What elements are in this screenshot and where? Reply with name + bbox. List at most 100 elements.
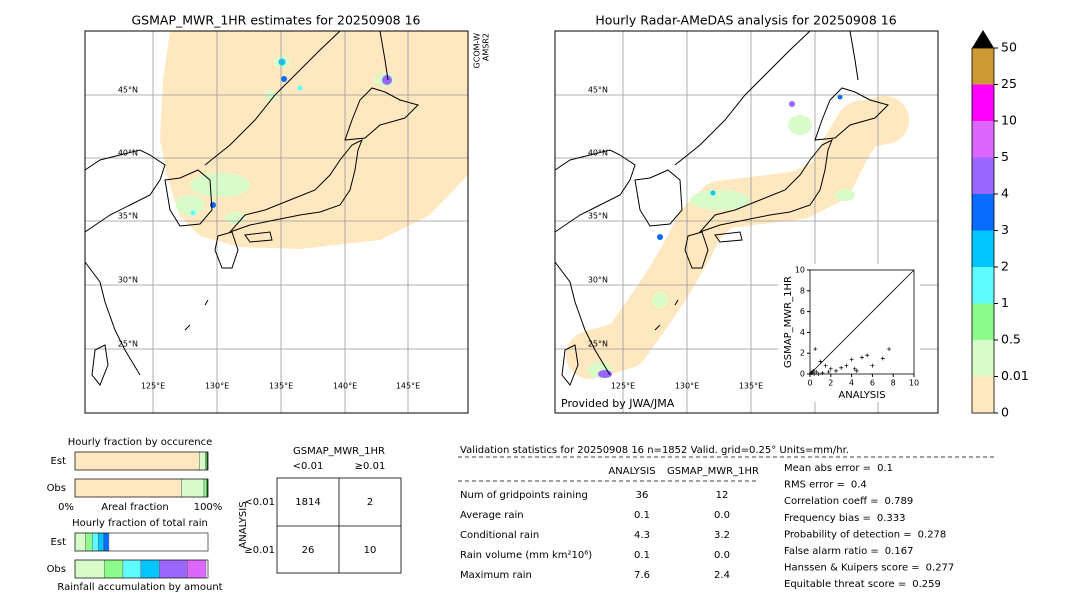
lat-label: 45°N [118, 86, 138, 95]
stat-value: 3.2 [714, 530, 730, 541]
map-frame [84, 30, 469, 414]
lon-label: 135°E [269, 382, 293, 391]
stat-value: 7.6 [634, 570, 650, 581]
lat-label: 25°N [118, 340, 138, 349]
score: Hanssen & Kuipers score = 0.277 [784, 563, 954, 574]
stat-value: 4.3 [634, 530, 650, 541]
score-label: Mean abs error = [784, 463, 871, 474]
row-header: ≥0.01 [244, 545, 275, 556]
scatter-point [826, 369, 831, 374]
scatter-point [818, 359, 823, 364]
fraction-segment [122, 559, 142, 579]
fraction-frame [74, 478, 209, 498]
col-header: <0.01 [293, 461, 324, 472]
colorbar-segment [972, 157, 994, 194]
colorbar-segment [972, 84, 994, 121]
scatter-point [810, 370, 815, 375]
col-header: ANALYSIS [608, 466, 655, 477]
score-label: Frequency bias = [784, 513, 871, 524]
x-tick-label: 6 [870, 379, 875, 388]
stat-value: 0.1 [634, 510, 650, 521]
fraction-segment [187, 559, 207, 579]
y-tick-label: 0 [800, 370, 805, 379]
fraction-frame [74, 532, 209, 552]
score-value: 0.333 [877, 513, 906, 524]
lon-label: 125°E [141, 382, 165, 391]
stat-label: Num of gridpoints raining [460, 490, 588, 501]
colorbar-label: 1 [1001, 295, 1009, 310]
fraction-segment [181, 478, 205, 498]
score-label: RMS error = [784, 480, 845, 491]
score-label: Equitable threat score = [784, 579, 906, 590]
score-value: 0.4 [851, 480, 867, 491]
scatter-point [860, 355, 864, 360]
lon-label: 135°E [739, 382, 763, 391]
score: Correlation coeff = 0.789 [784, 496, 913, 507]
colorbar-segment [972, 230, 994, 267]
colorbar-label: 0.01 [1001, 368, 1029, 383]
x-tick-label: 8 [891, 379, 896, 388]
colorbar-segment [972, 376, 994, 413]
fraction-frame [74, 559, 209, 579]
score-label: False alarm ratio = [784, 546, 879, 557]
stat-value: 12 [716, 490, 729, 501]
credit: Provided by JWA/JMA [561, 397, 675, 410]
colorbar-segment [972, 194, 994, 231]
map-title: Hourly Radar-AMeDAS analysis for 2025090… [595, 13, 896, 28]
y-axis-label: GSMAP_MWR_1HR [783, 276, 794, 368]
diagonal [809, 269, 915, 375]
score-label: Correlation coeff = [784, 496, 879, 507]
stat-label: Rain volume (mm km²10⁶) [460, 550, 592, 561]
score: RMS error = 0.4 [784, 480, 867, 491]
score: False alarm ratio = 0.167 [784, 546, 913, 557]
lat-label: 35°N [588, 212, 608, 221]
colorbar-label: 2 [1001, 259, 1009, 274]
row-label: Est [51, 456, 67, 467]
score-value: 0.259 [912, 579, 941, 590]
stat-label: Maximum rain [460, 570, 532, 581]
scatter-point [852, 366, 857, 371]
stat-value: 0.0 [714, 550, 730, 561]
score-label: Probability of detection = [784, 529, 912, 540]
scatter-point [814, 369, 819, 374]
stat-value: 0.0 [714, 510, 730, 521]
stat-label: Conditional rain [460, 530, 539, 541]
score-value: 0.277 [926, 563, 955, 574]
right-map [554, 30, 939, 414]
fraction-segment [85, 532, 93, 552]
y-tick-label: 6 [800, 307, 805, 316]
inset-bg [778, 264, 920, 402]
score-label: Hanssen & Kuipers score = [784, 563, 920, 574]
x-tick-label: 10 [909, 379, 919, 388]
fraction-segment [159, 559, 188, 579]
score: Mean abs error = 0.1 [784, 463, 893, 474]
row-header: <0.01 [244, 497, 275, 508]
table-cell: 2 [367, 497, 373, 508]
map-frame [554, 30, 939, 414]
y-tick-label: 2 [800, 349, 805, 358]
map-title: GSMAP_MWR_1HR estimates for 20250908 16 [132, 13, 421, 28]
fraction-segment [199, 451, 206, 471]
score-value: 0.1 [877, 463, 893, 474]
stat-label: Average rain [460, 510, 524, 521]
lat-label: 25°N [588, 340, 608, 349]
scatter-point [820, 370, 825, 375]
scatter-point [812, 372, 817, 376]
scatter-frame [809, 269, 915, 375]
scatter-point [823, 363, 828, 368]
scatter-point [870, 363, 875, 368]
light-rain [588, 115, 855, 378]
lon-label: 140°E [333, 382, 357, 391]
coastline [84, 30, 419, 386]
x-tick-label: 4 [849, 379, 854, 388]
sensor-label: GCOM-W [473, 33, 482, 69]
fraction-frame [74, 451, 209, 471]
lat-label: 45°N [588, 86, 608, 95]
panel-title: Hourly fraction by occurence [68, 437, 212, 448]
stat-value: 2.4 [714, 570, 730, 581]
colorbar-label: 0.5 [1001, 332, 1021, 347]
row-label: Obs [47, 483, 66, 494]
fraction-segment [103, 532, 110, 552]
score: Probability of detection = 0.278 [784, 529, 946, 540]
